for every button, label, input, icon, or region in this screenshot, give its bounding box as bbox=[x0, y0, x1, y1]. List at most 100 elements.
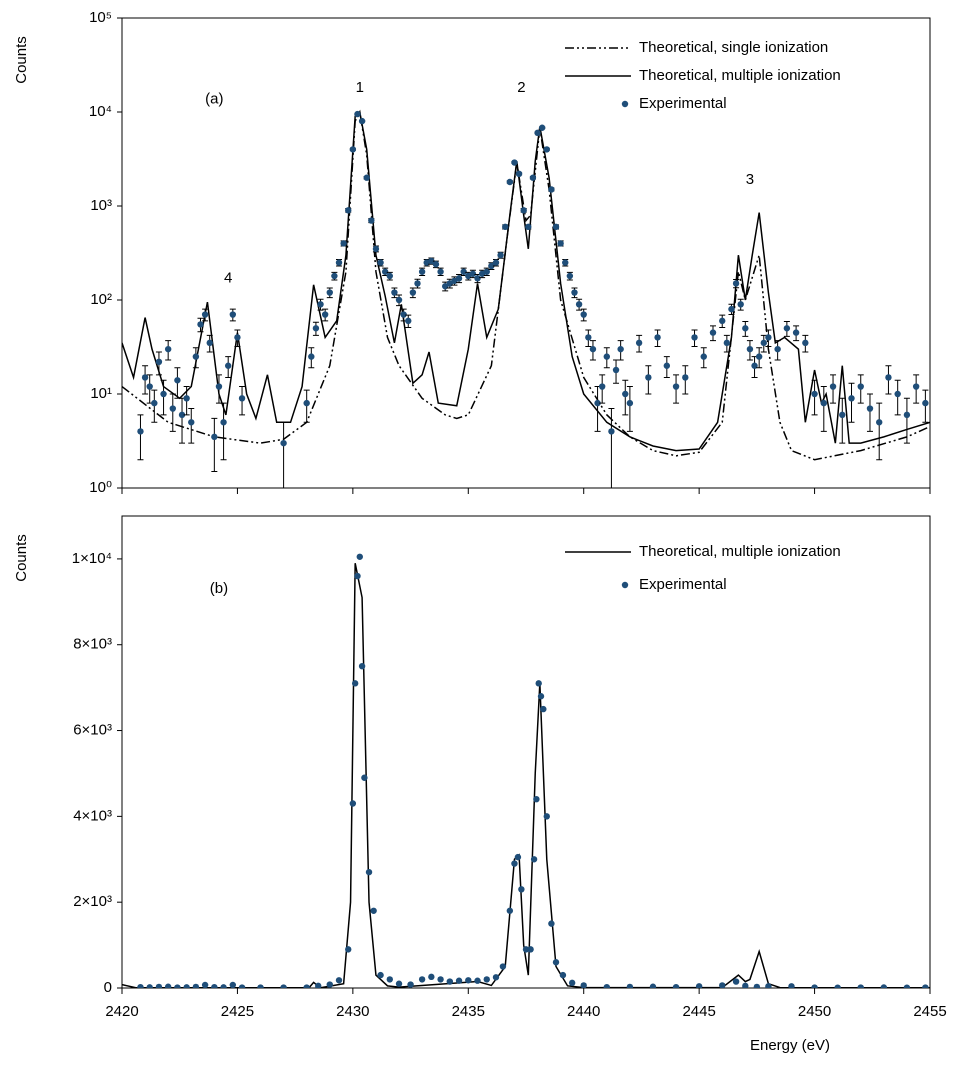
data-point bbox=[211, 433, 218, 441]
data-point bbox=[506, 907, 514, 914]
data-point bbox=[197, 321, 204, 328]
data-point bbox=[672, 383, 680, 390]
data-point bbox=[848, 395, 855, 402]
data-point bbox=[151, 399, 158, 407]
data-point bbox=[155, 358, 163, 366]
y-tick-label: 4×10³ bbox=[73, 807, 112, 824]
data-point bbox=[303, 399, 310, 407]
data-point bbox=[575, 301, 583, 308]
error-bar bbox=[280, 421, 287, 488]
data-point bbox=[455, 275, 463, 282]
data-point bbox=[192, 983, 200, 988]
data-point bbox=[788, 983, 795, 988]
y-tick-label: 10⁰ bbox=[89, 479, 112, 496]
data-point bbox=[192, 353, 200, 360]
data-point bbox=[535, 680, 542, 687]
data-point bbox=[409, 289, 417, 296]
data-point bbox=[321, 311, 329, 318]
data-point bbox=[514, 853, 522, 861]
data-point bbox=[363, 174, 370, 181]
data-point bbox=[238, 984, 246, 988]
error-bar bbox=[169, 393, 176, 432]
data-point bbox=[774, 345, 781, 353]
error-bar bbox=[622, 379, 629, 416]
data-point bbox=[742, 982, 749, 988]
data-point bbox=[559, 971, 567, 979]
data-point bbox=[365, 868, 373, 876]
data-point bbox=[635, 339, 643, 347]
data-point bbox=[691, 334, 698, 341]
data-point bbox=[552, 959, 560, 966]
data-point bbox=[351, 680, 359, 687]
data-point bbox=[280, 984, 287, 988]
data-point bbox=[751, 362, 758, 369]
data-point bbox=[548, 186, 555, 193]
data-point bbox=[432, 261, 440, 268]
data-point bbox=[428, 257, 435, 265]
data-point bbox=[169, 405, 176, 412]
data-point bbox=[326, 981, 333, 988]
data-point bbox=[885, 374, 892, 381]
plot-frame bbox=[121, 17, 931, 489]
data-point bbox=[543, 813, 550, 820]
data-point bbox=[201, 311, 209, 318]
data-point bbox=[340, 240, 347, 247]
data-point bbox=[354, 110, 361, 118]
data-point bbox=[520, 207, 527, 214]
error-bar bbox=[179, 397, 186, 444]
data-point bbox=[220, 984, 227, 988]
data-point bbox=[437, 268, 444, 275]
data-point bbox=[709, 329, 717, 336]
data-point bbox=[608, 428, 615, 435]
data-point bbox=[522, 946, 530, 953]
data-point bbox=[506, 178, 514, 186]
data-point bbox=[585, 334, 592, 341]
data-point bbox=[437, 976, 444, 983]
data-point bbox=[483, 976, 490, 983]
data-point bbox=[206, 339, 213, 347]
y-axis-label: Counts bbox=[13, 36, 30, 84]
data-point bbox=[515, 170, 523, 178]
data-point bbox=[155, 983, 163, 988]
data-point bbox=[732, 280, 740, 287]
data-point bbox=[474, 977, 481, 984]
data-point bbox=[280, 439, 287, 447]
data-point bbox=[257, 984, 264, 988]
data-point bbox=[141, 374, 149, 381]
data-point bbox=[719, 982, 726, 988]
data-point bbox=[164, 983, 172, 988]
y-tick-label: 1×10⁴ bbox=[72, 550, 112, 567]
error-bar bbox=[188, 408, 195, 444]
legend-marker bbox=[621, 100, 629, 108]
data-point bbox=[511, 860, 518, 867]
legend-label: Theoretical, single ionization bbox=[639, 39, 828, 56]
data-point bbox=[502, 223, 509, 231]
data-point bbox=[737, 301, 744, 308]
data-point bbox=[497, 251, 504, 259]
data-point bbox=[308, 353, 315, 360]
data-point bbox=[912, 383, 920, 390]
data-point bbox=[612, 366, 620, 374]
data-point bbox=[695, 983, 703, 988]
data-point bbox=[377, 971, 384, 979]
data-point bbox=[317, 301, 324, 308]
error-bar bbox=[876, 402, 883, 461]
legend-label: Theoretical, multiple ionization bbox=[639, 543, 841, 560]
data-point bbox=[137, 428, 144, 435]
data-point bbox=[857, 984, 864, 988]
data-point bbox=[492, 259, 500, 266]
x-tick-label: 2420 bbox=[105, 1003, 138, 1020]
data-point bbox=[922, 399, 929, 407]
data-point bbox=[215, 383, 223, 390]
data-point bbox=[386, 272, 393, 280]
data-point bbox=[345, 207, 352, 214]
data-point bbox=[742, 325, 749, 332]
data-point bbox=[617, 345, 624, 353]
data-point bbox=[183, 984, 190, 988]
data-point bbox=[876, 419, 883, 426]
data-point bbox=[557, 240, 564, 247]
error-bar bbox=[820, 386, 827, 432]
data-point bbox=[499, 963, 507, 970]
data-point bbox=[368, 217, 375, 224]
